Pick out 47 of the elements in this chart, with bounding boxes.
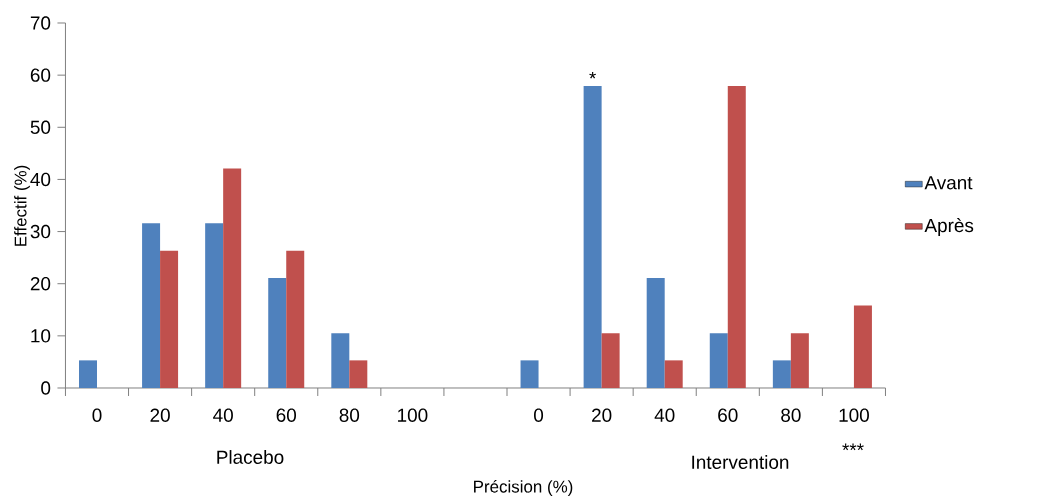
bar <box>268 277 287 388</box>
bar <box>664 360 683 388</box>
x-tick-label: 20 <box>592 408 612 422</box>
annotation: * <box>589 71 596 79</box>
y-tick-label: 40 <box>30 172 51 186</box>
bar <box>583 85 602 388</box>
bar <box>142 223 161 388</box>
bar <box>223 168 242 388</box>
bar <box>331 333 350 388</box>
x-tick-label: 40 <box>213 408 233 422</box>
x-tick-label: 100 <box>839 408 869 422</box>
legend-label: Après <box>924 217 974 236</box>
y-axis-title: Effectif (%) <box>14 165 30 246</box>
bar <box>646 277 665 388</box>
bar <box>79 360 97 388</box>
x-tick-label: 0 <box>92 408 102 422</box>
bar <box>853 305 872 388</box>
bar <box>727 85 746 388</box>
x-tick-label: 60 <box>276 408 297 422</box>
bar <box>709 333 728 388</box>
bar <box>772 360 791 388</box>
bar <box>205 223 224 388</box>
x-tick-label: 80 <box>339 408 360 422</box>
y-tick-label: 60 <box>30 68 51 82</box>
y-tick-label: 20 <box>30 276 51 291</box>
y-tick-label: 10 <box>31 329 51 343</box>
bar <box>520 360 539 388</box>
x-tick-label: 20 <box>150 408 170 422</box>
legend-label: Avant <box>924 176 973 190</box>
x-tick-label: 40 <box>654 408 675 422</box>
bar <box>286 250 305 388</box>
bar <box>349 360 368 388</box>
y-tick-label: 0 <box>41 381 51 395</box>
bar <box>601 333 620 388</box>
x-tick-label: 80 <box>781 408 801 422</box>
bar <box>790 333 809 388</box>
text: Placebo <box>217 449 284 464</box>
x-tick-label: 0 <box>534 408 544 422</box>
y-tick-label: 70 <box>30 16 51 30</box>
x-tick-label: 60 <box>718 408 738 422</box>
bar <box>160 250 179 388</box>
text: *** <box>842 443 864 450</box>
text: Intervention <box>692 454 789 469</box>
x-tick-label: 100 <box>398 408 428 422</box>
x-axis-title: Précision (%) <box>474 479 573 496</box>
y-tick-label: 30 <box>30 224 51 239</box>
y-tick-label: 50 <box>30 120 51 134</box>
